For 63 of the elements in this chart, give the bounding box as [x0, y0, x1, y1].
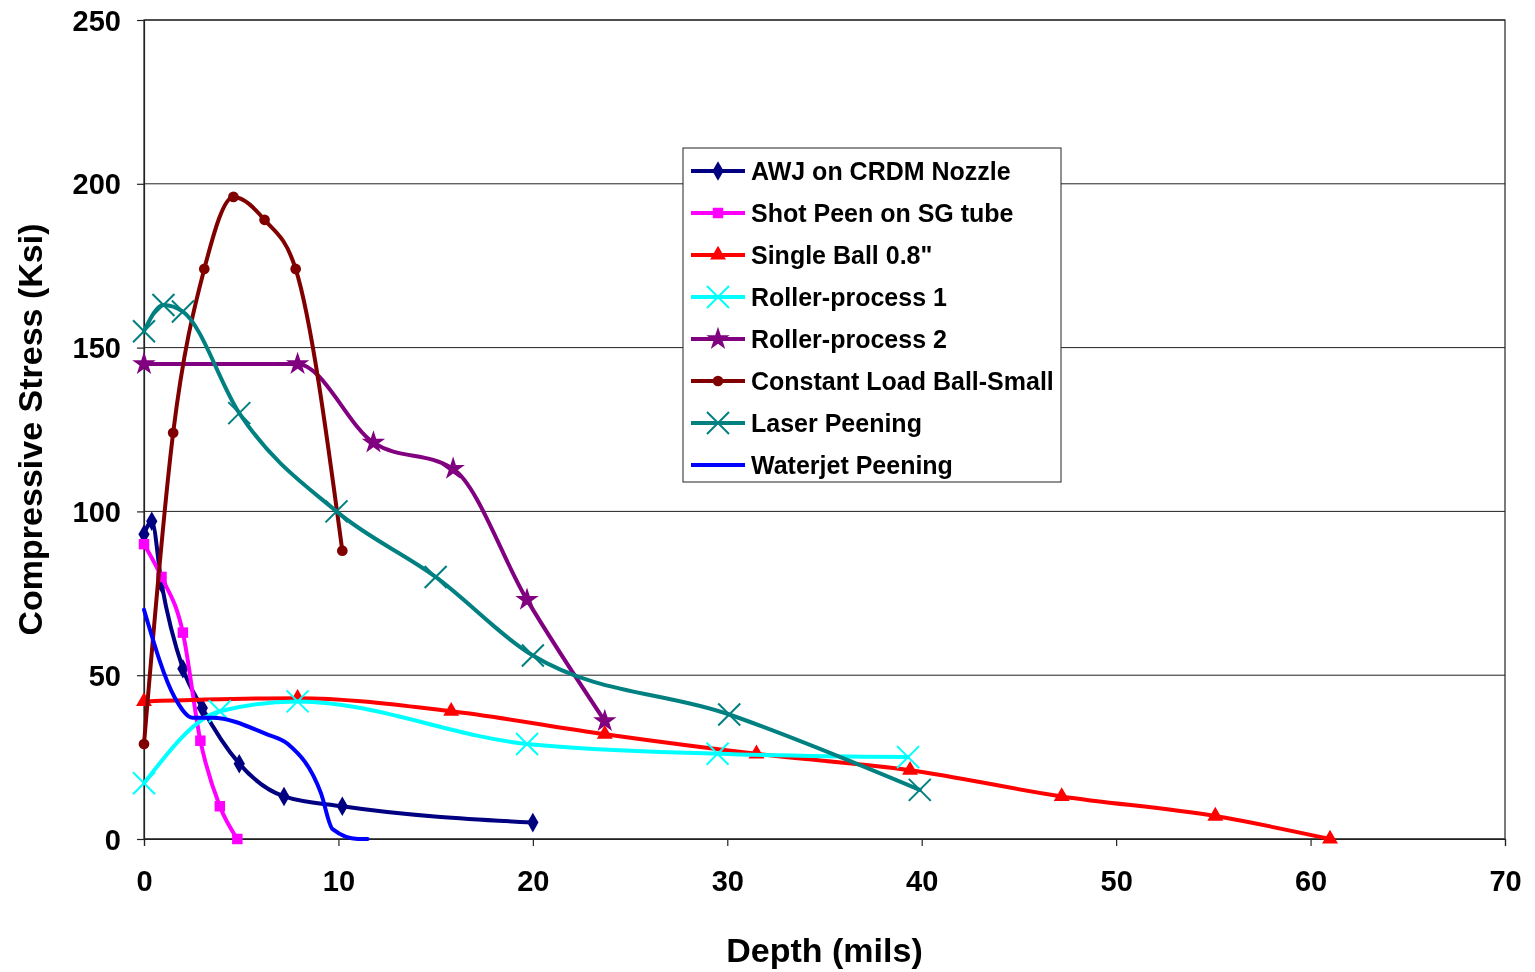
- point: [170, 299, 195, 324]
- point: [324, 499, 349, 524]
- point: [443, 702, 460, 716]
- point: [907, 777, 932, 802]
- x-tick-label: 10: [322, 864, 356, 897]
- point: [138, 538, 150, 550]
- point: [198, 263, 210, 275]
- x-tick-label: 30: [711, 864, 744, 897]
- point: [195, 735, 206, 746]
- point: [132, 319, 156, 344]
- point: [441, 456, 465, 479]
- point: [902, 761, 919, 775]
- legend-label: Single Ball 0.8": [751, 240, 933, 269]
- y-tick-label: 200: [72, 168, 121, 201]
- legend-label: Constant Load Ball-Small: [751, 366, 1054, 395]
- point: [515, 732, 540, 756]
- x-axis-title: Depth (mils): [726, 931, 923, 969]
- point: [717, 702, 742, 727]
- y-tick-label: 50: [88, 659, 121, 692]
- x-tick-label: 40: [906, 864, 939, 897]
- point: [151, 293, 176, 318]
- point: [593, 708, 617, 732]
- point: [520, 643, 545, 668]
- point: [132, 351, 156, 374]
- point: [336, 545, 348, 557]
- x-tick-label: 50: [1100, 864, 1133, 897]
- legend-label: Roller-process 2: [751, 324, 947, 353]
- legend-label: AWJ on CRDM Nozzle: [751, 156, 1011, 185]
- point: [259, 214, 270, 226]
- point: [361, 430, 386, 453]
- point: [232, 833, 243, 845]
- legend-label: Laser Peening: [751, 408, 922, 437]
- point: [285, 689, 310, 714]
- legend-label: Waterjet Peening: [751, 450, 953, 479]
- point: [207, 699, 232, 724]
- point: [1322, 829, 1338, 844]
- point: [214, 801, 226, 812]
- point: [177, 627, 189, 638]
- point: [423, 564, 448, 589]
- y-axis-title: Compressive Stress (Ksi): [11, 223, 49, 636]
- y-tick-label: 150: [72, 332, 121, 365]
- y-tick-label: 0: [104, 823, 121, 856]
- x-tick-label: 60: [1294, 864, 1328, 897]
- point: [1053, 787, 1070, 802]
- point: [290, 263, 302, 275]
- point: [285, 351, 310, 374]
- point: [705, 741, 730, 766]
- y-tick-label: 250: [72, 4, 121, 37]
- x-tick-label: 70: [1489, 864, 1522, 897]
- point: [132, 771, 156, 796]
- point: [228, 191, 239, 203]
- point: [227, 401, 252, 426]
- point: [138, 738, 150, 750]
- point: [515, 587, 539, 610]
- point: [896, 745, 921, 770]
- x-tick-label: 0: [136, 864, 153, 897]
- line-series: [142, 607, 370, 841]
- point: [1207, 806, 1224, 821]
- y-tick-label: 100: [72, 496, 121, 529]
- legend-label: Shot Peen on SG tube: [751, 198, 1014, 227]
- point: [167, 427, 179, 439]
- x-tick-label: 20: [517, 864, 550, 897]
- legend-label: Roller-process 1: [751, 282, 948, 311]
